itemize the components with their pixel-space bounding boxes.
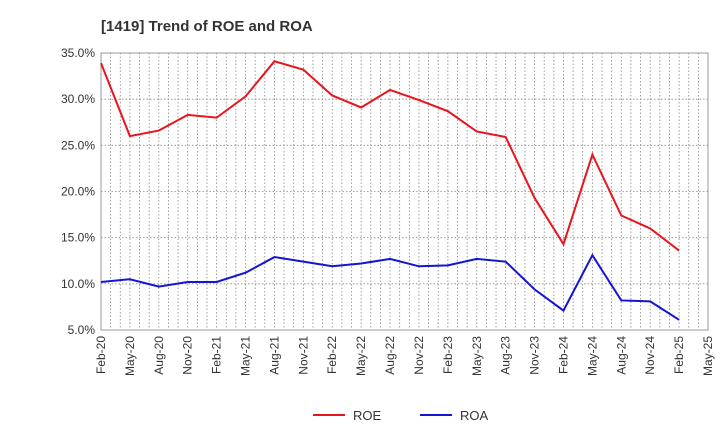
x-tick-label: Aug-23 [499,336,513,375]
x-tick-label: Nov-23 [528,336,542,375]
x-tick-label: Nov-22 [412,336,426,375]
x-tick-label: Feb-25 [672,336,686,374]
y-tick-label: 35.0% [61,46,95,60]
grid-lines [101,53,708,330]
y-axis: 5.0% 10.0% 15.0% 20.0% 25.0% 30.0% 35.0% [61,46,95,337]
y-tick-label: 25.0% [61,138,95,152]
y-tick-label: 15.0% [61,231,95,245]
x-tick-label: Feb-20 [94,336,108,374]
y-tick-label: 10.0% [61,277,95,291]
series-line-roa [100,253,680,321]
y-tick-label: 20.0% [61,185,95,199]
series-lines [100,60,680,321]
x-axis: Feb-20 May-20 Aug-20 Nov-20 Feb-21 May-21 Aug-… [94,336,715,376]
x-tick-label: Aug-22 [383,336,397,375]
x-tick-label: Aug-21 [267,336,281,375]
legend-label-roa: ROA [460,408,489,423]
x-tick-label: May-24 [585,336,599,376]
series-line-roe [100,60,680,252]
legend-label-roe: ROE [353,408,382,423]
x-tick-label: May-20 [123,336,137,376]
x-tick-label: Nov-20 [181,336,195,375]
x-tick-label: May-23 [470,336,484,376]
x-tick-label: Nov-21 [296,336,310,375]
chart-title: [1419] Trend of ROE and ROA [101,18,313,35]
x-tick-label: Feb-23 [441,336,455,374]
x-tick-label: Feb-22 [325,336,339,374]
x-tick-label: May-22 [354,336,368,376]
x-tick-label: Nov-24 [643,336,657,375]
legend: ROE ROA [313,408,489,423]
y-tick-label: 5.0% [68,323,96,337]
x-tick-label: Aug-20 [152,336,166,375]
x-tick-label: May-25 [701,336,715,376]
x-tick-label: May-21 [239,336,253,376]
x-tick-label: Feb-24 [556,336,570,374]
x-tick-label: Feb-21 [210,336,224,374]
y-tick-label: 30.0% [61,92,95,106]
x-tick-label: Aug-24 [614,336,628,375]
plot-area-frame [100,52,709,331]
